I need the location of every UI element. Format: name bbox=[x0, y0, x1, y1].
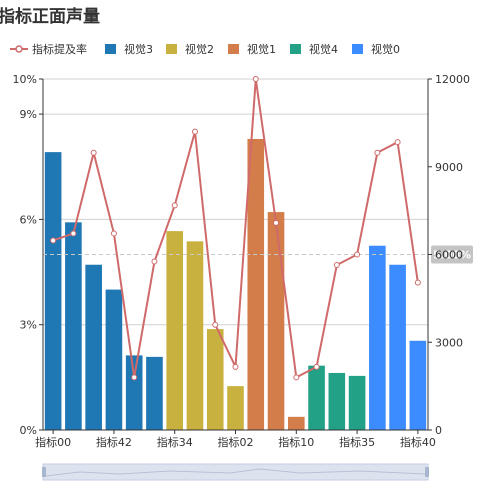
legend-label[interactable]: 视觉0 bbox=[371, 42, 400, 56]
y-left-tick-label: 10% bbox=[13, 73, 37, 86]
rate-point bbox=[333, 262, 340, 269]
bar bbox=[389, 264, 406, 430]
bar bbox=[85, 264, 102, 430]
x-tick-label: 指标42 bbox=[96, 435, 132, 449]
legend-label[interactable]: 视觉3 bbox=[124, 42, 153, 56]
legend-bar-swatch[interactable] bbox=[352, 44, 363, 54]
bar bbox=[206, 329, 224, 430]
bar bbox=[247, 138, 265, 430]
legend-label[interactable]: 视觉4 bbox=[309, 42, 338, 56]
bar bbox=[186, 241, 204, 430]
legend-bar-swatch[interactable] bbox=[228, 44, 239, 54]
legend-label[interactable]: 视觉2 bbox=[185, 42, 214, 56]
mark-line-label-bg bbox=[431, 245, 473, 264]
rate-point bbox=[414, 279, 421, 286]
data-zoom-handle-right[interactable] bbox=[425, 467, 429, 477]
rate-point bbox=[252, 76, 259, 82]
rate-point bbox=[151, 258, 158, 265]
rate-point bbox=[171, 202, 178, 209]
rate-point bbox=[70, 230, 77, 237]
y-left-tick-label: 6% bbox=[20, 213, 37, 226]
rate-point bbox=[273, 219, 280, 226]
rate-point bbox=[212, 321, 219, 328]
y-right-tick-label: 3000 bbox=[435, 336, 463, 349]
chart-title: 指标正面声量 bbox=[0, 7, 100, 27]
y-left-tick-label: 9% bbox=[20, 108, 37, 121]
rate-point bbox=[191, 128, 198, 135]
rate-point bbox=[354, 251, 361, 258]
bar bbox=[308, 365, 325, 430]
bar bbox=[44, 152, 62, 430]
bar bbox=[369, 245, 386, 430]
legend-bar-swatch[interactable] bbox=[105, 44, 116, 54]
rate-point bbox=[90, 149, 97, 156]
rate-point bbox=[394, 139, 401, 146]
y-right-tick-label: 12000 bbox=[435, 73, 470, 86]
bar bbox=[409, 340, 427, 430]
x-tick-label: 指标00 bbox=[35, 435, 71, 449]
y-right-tick-label: 9000 bbox=[435, 161, 463, 174]
rate-point bbox=[293, 374, 300, 381]
bar bbox=[166, 231, 184, 430]
x-tick-label: 指标02 bbox=[218, 435, 254, 449]
legend-bar-swatch[interactable] bbox=[290, 44, 301, 54]
bar bbox=[227, 386, 244, 430]
y-left-tick-label: 3% bbox=[20, 319, 37, 332]
bar bbox=[287, 416, 305, 430]
x-tick-label: 指标35 bbox=[339, 435, 375, 449]
x-tick-label: 指标34 bbox=[157, 435, 193, 449]
legend-label[interactable]: 指标提及率 bbox=[32, 42, 87, 56]
data-zoom-handle-left[interactable] bbox=[42, 467, 46, 477]
bar bbox=[328, 372, 346, 430]
data-zoom-preview bbox=[44, 468, 427, 477]
rate-point bbox=[110, 230, 117, 237]
x-tick-label: 指标40 bbox=[400, 435, 436, 449]
rate-point bbox=[131, 374, 138, 381]
bar bbox=[125, 355, 143, 430]
bar bbox=[267, 212, 285, 430]
bar bbox=[146, 356, 163, 430]
rate-point bbox=[374, 149, 381, 156]
bar bbox=[348, 375, 366, 430]
y-right-tick-label: 0 bbox=[435, 424, 442, 437]
legend-bar-swatch[interactable] bbox=[166, 44, 177, 54]
rate-point bbox=[50, 237, 57, 244]
mark-line-label: 5.00% bbox=[433, 249, 471, 262]
rate-point bbox=[313, 363, 320, 370]
y-right-tick-label: 6000 bbox=[435, 249, 463, 262]
y-left-tick-label: 0% bbox=[20, 424, 37, 437]
legend-label[interactable]: 视觉1 bbox=[247, 42, 276, 56]
bar bbox=[65, 222, 82, 430]
x-tick-label: 指标10 bbox=[278, 435, 314, 449]
bar bbox=[105, 289, 123, 430]
rate-point bbox=[232, 363, 239, 370]
legend-line-marker[interactable] bbox=[15, 45, 23, 53]
